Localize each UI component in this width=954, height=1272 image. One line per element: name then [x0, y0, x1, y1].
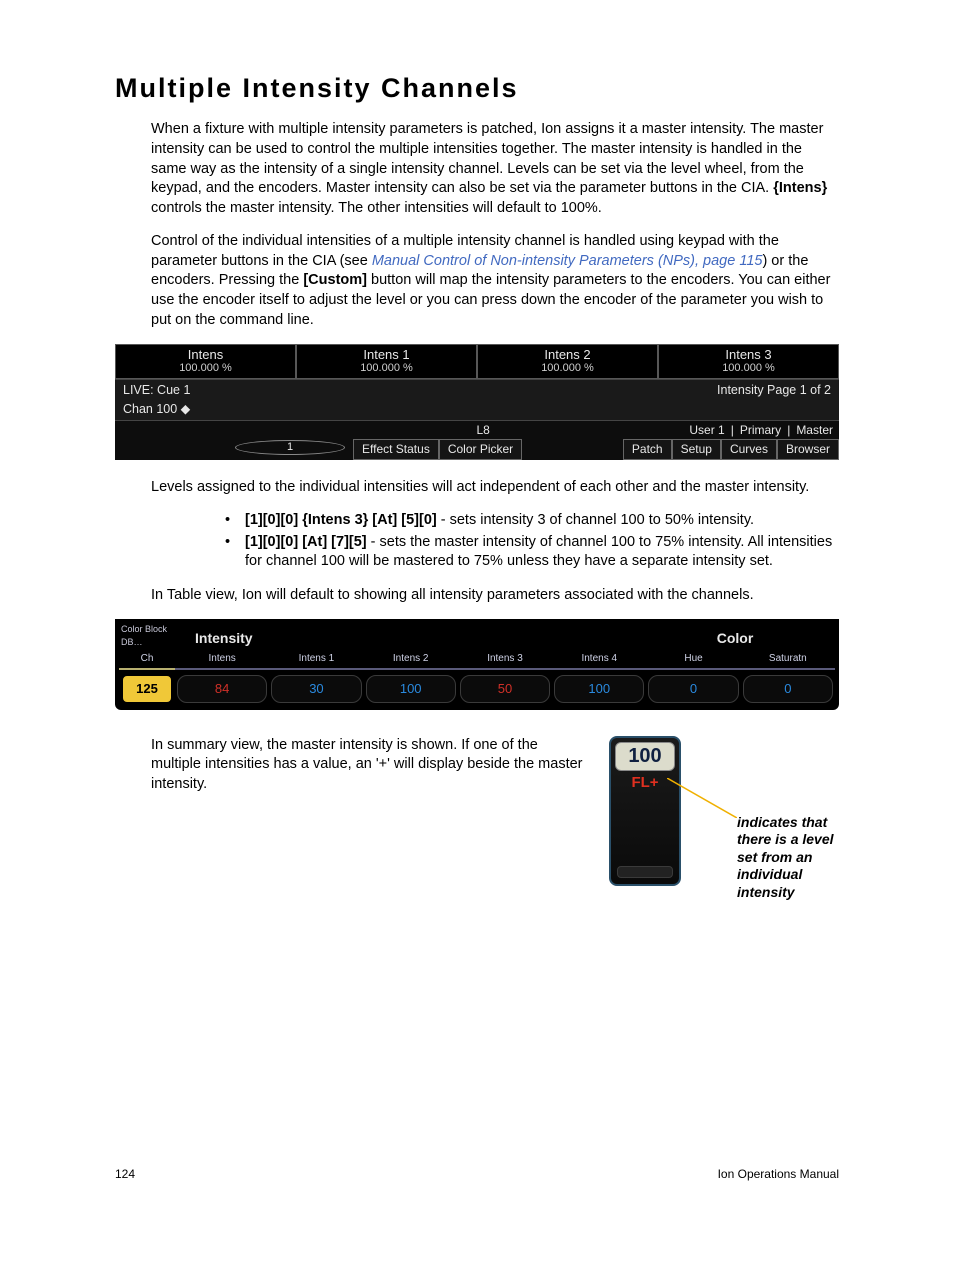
value-cell-4: 100 [554, 675, 644, 703]
p1-bold: {Intens} [773, 180, 827, 196]
encoder-sub: 100.000 % [478, 362, 657, 374]
p2-bold: [Custom] [303, 272, 367, 288]
command-tail: - sets intensity 3 of channel 100 to 50%… [437, 512, 754, 528]
paragraph-3: Levels assigned to the individual intens… [151, 478, 839, 498]
value-cell-3: 50 [460, 675, 550, 703]
tile-bar [617, 866, 673, 878]
p1-tail: controls the master intensity. The other… [151, 200, 602, 216]
encoder-figure: Intens100.000 %Intens 1100.000 %Intens 2… [115, 344, 839, 460]
page-number: 124 [115, 1166, 135, 1182]
chan-label: Chan 100 ◆ [123, 402, 190, 416]
encoder-sub: 100.000 % [659, 362, 838, 374]
user-label: User 1 [689, 422, 724, 438]
col-ch: Ch [119, 650, 175, 671]
manual-title-footer: Ion Operations Manual [718, 1166, 839, 1182]
primary-label: Primary [740, 422, 781, 438]
tab-setup[interactable]: Setup [672, 439, 721, 459]
page-title: Multiple Intensity Channels [115, 70, 839, 106]
l8-label: L8 [121, 422, 685, 438]
encoder-cell-1[interactable]: Intens 1100.000 % [296, 344, 477, 379]
intensity-group-header: Intensity [195, 626, 635, 650]
col-intens-4: Intens 4 [552, 650, 646, 671]
command-bold: [1][0][0] [At] [7][5] [245, 534, 367, 550]
encoder-sub: 100.000 % [297, 362, 476, 374]
tile-fl-label: FL+ [615, 773, 675, 793]
encoder-sub: 100.000 % [116, 362, 295, 374]
tile-number: 100 [615, 742, 675, 771]
tab-effect-status[interactable]: Effect Status [353, 439, 439, 459]
p1-text: When a fixture with multiple intensity p… [151, 121, 823, 196]
color-block-db-label: Color Block DB… [115, 619, 195, 649]
encoder-top: Intens [116, 348, 295, 362]
encoder-top: Intens 3 [659, 348, 838, 362]
intensity-page-label: Intensity Page 1 of 2 [717, 382, 831, 399]
col-saturatn: Saturatn [741, 650, 835, 671]
command-bold: [1][0][0] {Intens 3} [At] [5][0] [245, 512, 437, 528]
value-cell-1: 30 [271, 675, 361, 703]
paragraph-1: When a fixture with multiple intensity p… [151, 120, 839, 218]
paragraph-2: Control of the individual intensities of… [151, 232, 839, 330]
table-view-figure: Color Block DB… Intensity Color ChIntens… [115, 619, 839, 709]
value-cell-2: 100 [366, 675, 456, 703]
tab-oval[interactable]: 1 [235, 440, 345, 455]
tab-patch[interactable]: Patch [623, 439, 672, 459]
live-label: LIVE: Cue 1 [123, 382, 190, 399]
value-cell-0: 84 [177, 675, 267, 703]
col-intens-2: Intens 2 [364, 650, 458, 671]
col-hue: Hue [646, 650, 740, 671]
encoder-top: Intens 1 [297, 348, 476, 362]
encoder-cell-0[interactable]: Intens100.000 % [115, 344, 296, 379]
tab-color-picker[interactable]: Color Picker [439, 439, 522, 459]
command-list: [1][0][0] {Intens 3} [At] [5][0] - sets … [225, 511, 839, 572]
paragraph-4: In Table view, Ion will default to showi… [151, 586, 839, 606]
channel-tile: 100 FL+ [609, 736, 681, 886]
color-group-header: Color [635, 626, 835, 650]
encoder-top: Intens 2 [478, 348, 657, 362]
value-cell-6: 0 [743, 675, 833, 703]
col-intens: Intens [175, 650, 269, 671]
manual-control-link[interactable]: Manual Control of Non-intensity Paramete… [372, 253, 763, 269]
command-item-1: [1][0][0] [At] [7][5] - sets the master … [225, 533, 839, 572]
command-item-0: [1][0][0] {Intens 3} [At] [5][0] - sets … [225, 511, 839, 531]
callout-text: indicates that there is a level set from… [737, 814, 857, 902]
tab-browser[interactable]: Browser [777, 439, 839, 459]
encoder-cell-2[interactable]: Intens 2100.000 % [477, 344, 658, 379]
col-intens-3: Intens 3 [458, 650, 552, 671]
channel-chip[interactable]: 125 [121, 674, 173, 704]
encoder-cell-3[interactable]: Intens 3100.000 % [658, 344, 839, 379]
col-intens-1: Intens 1 [269, 650, 363, 671]
value-cell-5: 0 [648, 675, 738, 703]
paragraph-5: In summary view, the master intensity is… [151, 736, 591, 886]
tab-curves[interactable]: Curves [721, 439, 777, 459]
master-label: Master [796, 422, 833, 438]
